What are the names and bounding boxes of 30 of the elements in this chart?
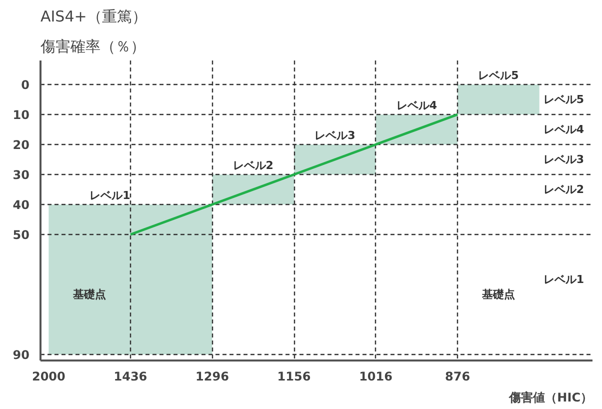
x-tick-label: 2000	[32, 370, 66, 384]
annotation: レベル5	[478, 69, 519, 82]
y-tick-label: 50	[12, 228, 30, 242]
annotation: レベル3	[543, 153, 584, 166]
y-axis-title: 傷害確率（％）	[40, 38, 146, 56]
x-tick-label: 1436	[114, 370, 148, 384]
annotation: 基礎点	[480, 288, 515, 301]
annotation: レベル2	[232, 159, 274, 172]
annotation: レベル4	[543, 123, 584, 136]
annotation: 基礎点	[72, 288, 106, 301]
x-tick-label: 876	[445, 370, 470, 384]
chart-title: AIS4+（重篤）	[40, 8, 147, 26]
x-axis-title: 傷害値（HIC）	[508, 390, 593, 404]
x-tick-label: 1296	[196, 370, 229, 384]
annotation: レベル2	[543, 183, 584, 196]
line-series	[129, 113, 459, 236]
y-tick-label: 90	[12, 348, 30, 362]
y-tick-label: 20	[12, 138, 30, 152]
y-tick-label: 10	[12, 108, 30, 122]
y-tick-label: 0	[21, 78, 30, 92]
annotation: レベル4	[396, 99, 438, 112]
bar	[458, 84, 540, 114]
annotation: レベル5	[543, 93, 584, 106]
y-tick-label: 40	[12, 198, 30, 212]
y-tick-label: 30	[12, 168, 30, 182]
x-tick-label: 1156	[277, 370, 311, 384]
x-tick-label: 1016	[359, 370, 392, 384]
annotation: レベル1	[543, 273, 584, 286]
annotation: レベル1	[90, 189, 130, 202]
annotation: レベル3	[314, 129, 356, 142]
